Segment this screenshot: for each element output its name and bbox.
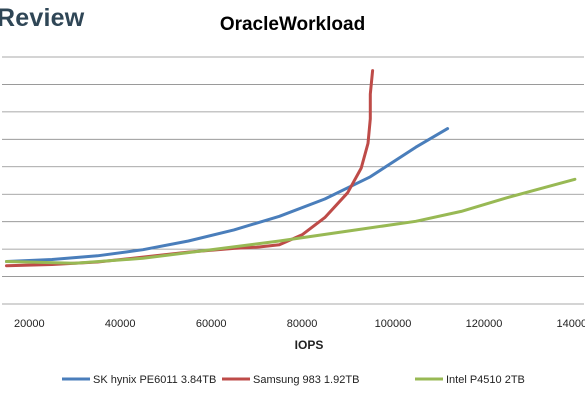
x-tick-label: 80000 <box>287 318 318 330</box>
x-axis-ticks: 20000 40000 60000 80000 100000 120000 140000 <box>14 318 585 330</box>
legend-label: Samsung 983 1.92TB <box>253 374 359 386</box>
series-line-3 <box>5 177 577 265</box>
chart-title: OracleWorkload <box>219 14 366 35</box>
brand-logo-text: Review <box>0 4 85 32</box>
series-lines <box>5 69 577 268</box>
legend-label: SK hynix PE6011 3.84TB <box>93 374 216 386</box>
gridlines <box>2 56 584 305</box>
x-tick-label: 120000 <box>466 318 503 330</box>
x-tick-label: 40000 <box>105 318 136 330</box>
x-tick-label: 100000 <box>375 318 412 330</box>
x-tick-label: 20000 <box>14 318 45 330</box>
x-tick-label: 60000 <box>196 318 227 330</box>
x-tick-label: 140000 <box>557 318 585 330</box>
legend: SK hynix PE6011 3.84TB Samsung 983 1.92TB… <box>62 374 525 386</box>
legend-label: Intel P4510 2TB <box>446 374 525 386</box>
series-line-1 <box>5 127 450 263</box>
x-axis-label: IOPS <box>295 338 324 352</box>
